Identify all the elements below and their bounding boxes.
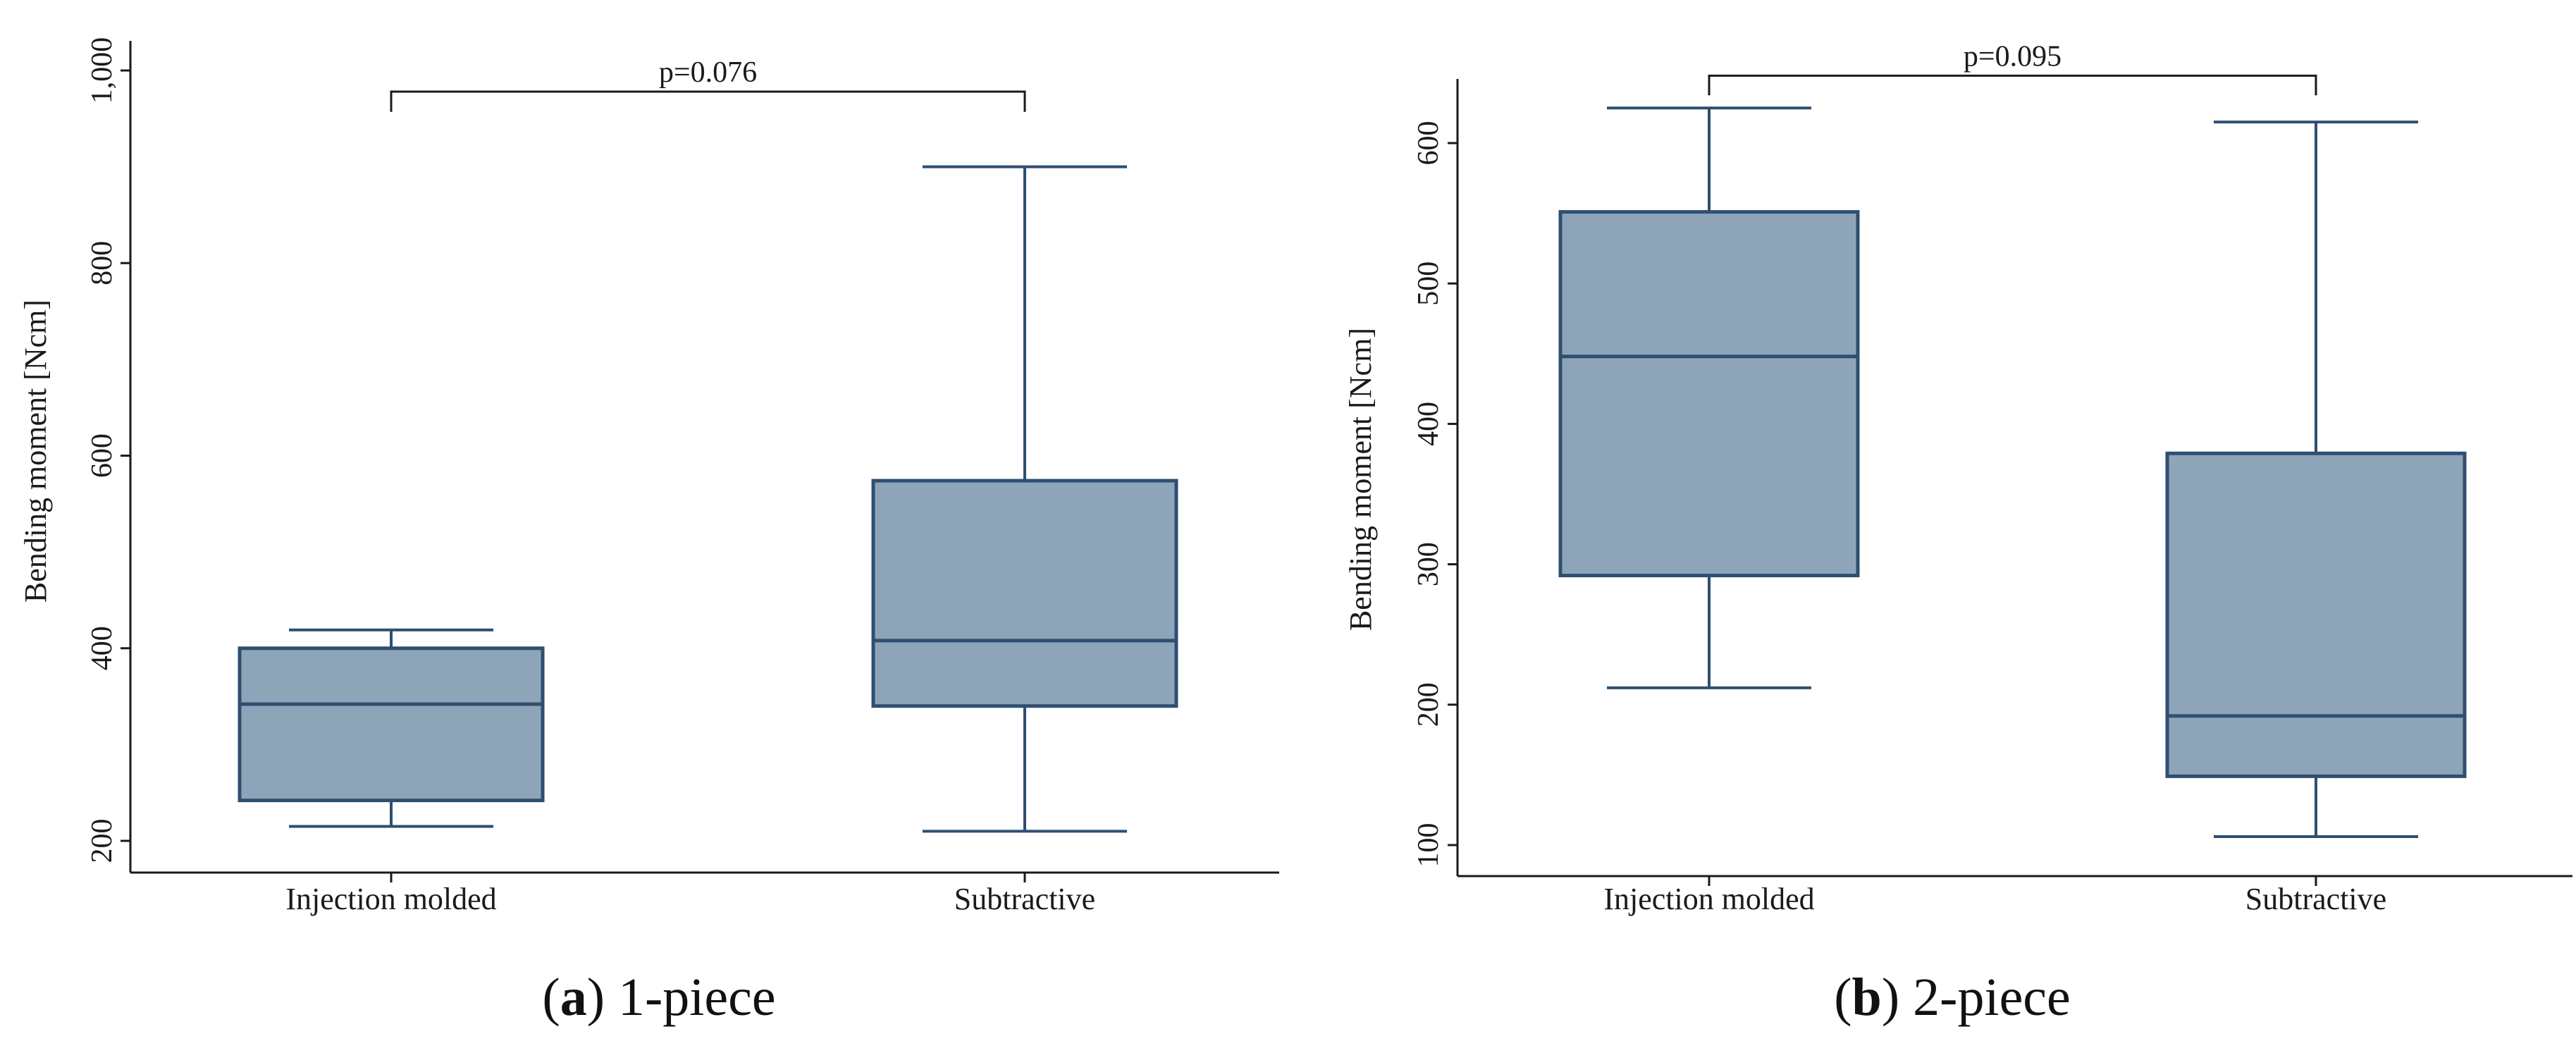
panel-b-marks: 100 200 300 400 500 600 Injection molded Subtra… bbox=[1412, 40, 2572, 916]
panel-b-y-tick-label-300: 300 bbox=[1412, 542, 1445, 586]
panel-a-y-tick-label-600: 600 bbox=[86, 433, 118, 478]
panel-a-y-tick-label-800: 800 bbox=[86, 241, 118, 285]
panel-b-y-tick-label-200: 200 bbox=[1412, 682, 1445, 727]
panel-a-y-axis-label-group: Bending moment [Ncm] bbox=[18, 300, 53, 603]
panel-a-y-tick-label-400: 400 bbox=[86, 626, 118, 670]
panel-b-caption-text: 2-piece bbox=[1899, 968, 2071, 1027]
panel-b-box-1-iqr bbox=[2165, 451, 2467, 778]
panel-a-caption: (a) 1-piece bbox=[542, 968, 775, 1027]
panel-a-p-value-label: p=0.076 bbox=[659, 56, 757, 89]
panel-a-y-tick-label-200: 200 bbox=[86, 819, 118, 863]
panel-b-x-tick-label-1: Subtractive bbox=[2245, 882, 2386, 916]
panel-a-y-axis-label: Bending moment [Ncm] bbox=[18, 300, 53, 603]
panel-a-chart: Bending moment [Ncm] 200 400 600 800 1,000 In… bbox=[18, 37, 1279, 1027]
panel-b-caption-letter: b bbox=[1852, 968, 1882, 1027]
panel-b-chart: Bending moment [Ncm] 100 200 300 400 500 600 I… bbox=[1343, 40, 2572, 1027]
panel-b-significance-bracket bbox=[1708, 74, 2317, 96]
panel-b-y-axis-label-group: Bending moment [Ncm] bbox=[1343, 328, 1378, 631]
panel-b-y-tick-label-600: 600 bbox=[1412, 121, 1445, 166]
panel-a-marks: 200 400 600 800 1,000 Injection molded Subtrac… bbox=[86, 37, 1279, 916]
panel-b-y-axis-label: Bending moment [Ncm] bbox=[1343, 328, 1378, 631]
panel-b-caption: (b) 2-piece bbox=[1834, 968, 2071, 1027]
panel-b-x-tick-label-0: Injection molded bbox=[1603, 882, 1814, 916]
panel-a-caption-letter: a bbox=[560, 968, 587, 1027]
panel-a-significance-bracket bbox=[390, 90, 1026, 112]
panel-a-x-tick-label-0: Injection molded bbox=[285, 882, 496, 916]
panel-b-y-tick-label-400: 400 bbox=[1412, 402, 1445, 446]
panel-b-y-tick-label-500: 500 bbox=[1412, 261, 1445, 306]
panel-a-box-1-iqr bbox=[871, 479, 1178, 708]
panel-b-y-tick-label-100: 100 bbox=[1412, 823, 1445, 868]
panel-b-box-0-iqr bbox=[1558, 210, 1860, 578]
panel-b-p-value-label: p=0.095 bbox=[1964, 40, 2062, 73]
panel-a-caption-text: 1-piece bbox=[605, 968, 776, 1027]
panel-a-box-0-iqr bbox=[238, 646, 545, 803]
panel-a-x-tick-label-1: Subtractive bbox=[954, 882, 1095, 916]
panel-a-y-tick-label-1000: 1,000 bbox=[86, 37, 118, 104]
